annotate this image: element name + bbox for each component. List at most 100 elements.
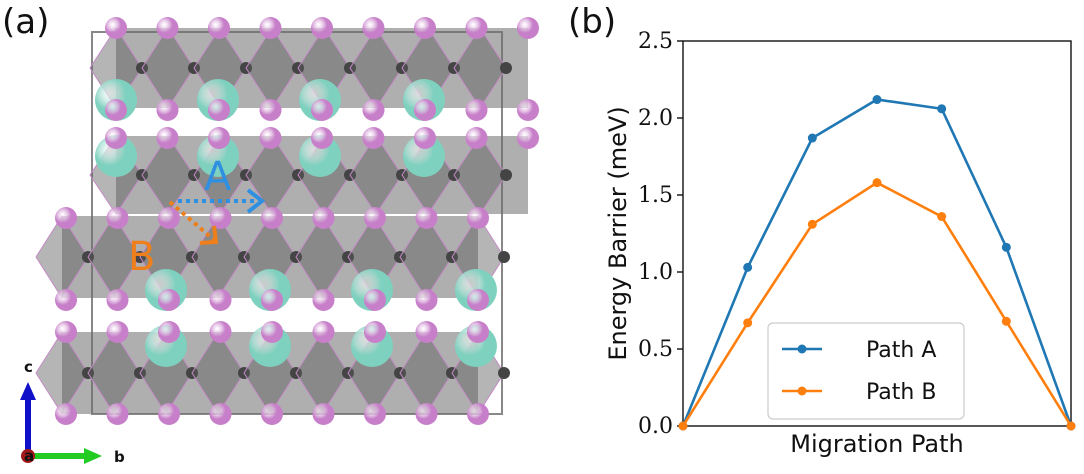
anion-atom	[364, 403, 386, 425]
b-axis-arrowhead	[84, 448, 102, 464]
cation-atom	[403, 135, 445, 177]
anion-atom	[261, 403, 283, 425]
anion-atom	[312, 321, 335, 343]
anion-atom	[415, 207, 438, 229]
anion-atom	[364, 321, 386, 343]
y-tick-label: 0.5	[638, 337, 673, 362]
anion-atom	[364, 289, 386, 311]
series-1-point	[1001, 242, 1011, 252]
y-axis-title: Energy Barrier (meV)	[604, 106, 632, 360]
anion-atom	[209, 207, 232, 229]
series-2-point	[1066, 421, 1076, 431]
panel-a-label: (a)	[2, 2, 50, 42]
a-axis-marker	[21, 449, 35, 463]
anion-atom	[209, 403, 232, 425]
legend-box	[767, 322, 965, 420]
anion-atom	[465, 127, 488, 149]
anion-atom	[517, 99, 539, 121]
anion-atom	[364, 207, 386, 229]
anion-atom	[156, 127, 179, 149]
legend-marker-1	[797, 344, 807, 354]
anion-atom	[55, 289, 77, 311]
anion-atom	[55, 207, 77, 229]
path-b-label: B	[128, 234, 155, 280]
plot-frame	[682, 40, 1072, 427]
y-tick-label: 1.0	[638, 260, 673, 285]
series-2-point	[743, 318, 753, 328]
anion-atom	[362, 127, 385, 149]
metal-atom	[498, 251, 510, 263]
anion-atom	[465, 99, 488, 121]
anion-atom	[312, 289, 335, 311]
anion-atom	[209, 289, 232, 311]
anion-atom	[311, 99, 333, 121]
anion-atom	[259, 99, 282, 121]
anion-atom	[259, 127, 282, 149]
series-2-point	[678, 421, 688, 431]
anion-atom	[415, 289, 438, 311]
legend-marker-2	[797, 386, 807, 396]
metal-atom	[500, 169, 512, 181]
legend-label-1: Path A	[866, 338, 936, 363]
c-axis-label: c	[24, 358, 33, 376]
anion-atom	[158, 289, 180, 311]
anion-atom	[261, 289, 283, 311]
anion-atom	[156, 17, 179, 39]
cation-atom	[197, 135, 239, 177]
anion-atom	[208, 99, 230, 121]
anion-atom	[209, 321, 232, 343]
y-tick-label: 1.5	[638, 183, 673, 208]
anion-atom	[259, 17, 282, 39]
anion-atom	[158, 207, 180, 229]
anion-atom	[362, 17, 385, 39]
anion-atom	[158, 403, 180, 425]
anion-atom	[105, 127, 127, 149]
anion-atom	[106, 289, 129, 311]
anion-atom	[261, 207, 283, 229]
anion-atom	[415, 321, 438, 343]
c-axis-arrowhead	[20, 382, 36, 400]
anion-atom	[414, 17, 436, 39]
anion-atom	[517, 17, 539, 39]
anion-atom	[414, 127, 436, 149]
anion-atom	[261, 321, 283, 343]
metal-atom	[498, 367, 510, 379]
series-2-point	[1001, 316, 1011, 326]
metal-atom	[500, 62, 512, 74]
series-1-point	[937, 104, 947, 114]
anion-atom	[467, 321, 489, 343]
b-axis-label: b	[114, 448, 125, 466]
anion-atom	[105, 99, 127, 121]
anion-atom	[208, 127, 230, 149]
anion-atom	[156, 99, 179, 121]
y-tick-label: 2.5	[638, 29, 673, 54]
anion-atom	[467, 289, 489, 311]
anion-atom	[517, 127, 539, 149]
anion-atom	[106, 207, 129, 229]
series-2-point	[807, 219, 817, 229]
a-axis-label: a	[24, 447, 34, 465]
path-a-label: A	[204, 154, 232, 200]
anion-atom	[106, 321, 129, 343]
path-a-arrowhead	[246, 188, 266, 214]
cation-atom	[299, 135, 341, 177]
crystal-structure-figure: A Bc b a	[20, 17, 539, 466]
anion-atom	[414, 99, 436, 121]
anion-atom	[208, 17, 230, 39]
series-1-point	[872, 95, 882, 105]
anion-atom	[467, 403, 489, 425]
anion-atom	[311, 17, 333, 39]
path-b-arrowhead	[199, 225, 219, 245]
anion-atom	[362, 99, 385, 121]
anion-atom	[312, 403, 335, 425]
anion-atom	[55, 321, 77, 343]
anion-atom	[106, 403, 129, 425]
x-axis-title: Migration Path	[790, 430, 964, 458]
y-tick-label: 2.0	[638, 106, 673, 131]
anion-atom	[312, 207, 335, 229]
legend-label-2: Path B	[866, 380, 936, 405]
anion-atom	[55, 403, 77, 425]
anion-atom	[415, 403, 438, 425]
series-1-point	[807, 133, 817, 143]
